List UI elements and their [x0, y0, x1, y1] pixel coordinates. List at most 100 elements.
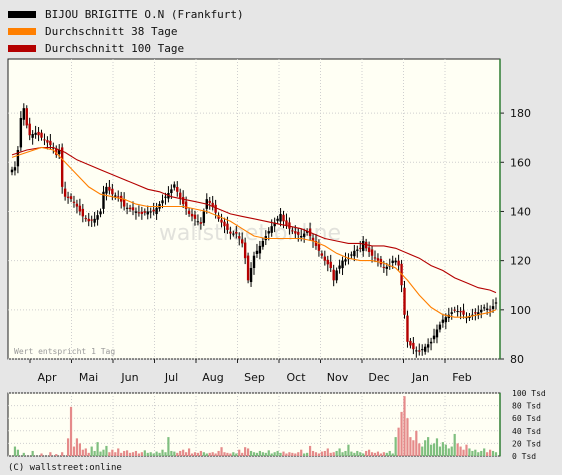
- volume-bar: [391, 453, 394, 456]
- volume-bar: [208, 452, 211, 456]
- volume-bar: [432, 443, 436, 456]
- price-candle: [16, 149, 20, 167]
- price-candle: [297, 231, 300, 235]
- legend-swatch-price: [8, 11, 36, 18]
- price-candle: [435, 329, 439, 338]
- volume-bar: [16, 449, 20, 456]
- price-candle: [69, 196, 73, 200]
- price-candle: [193, 214, 197, 219]
- volume-y-tick-label: 20 Tsd: [512, 439, 541, 448]
- volume-bar: [99, 451, 102, 456]
- volume-y-tick-label: 60 Tsd: [512, 414, 541, 423]
- price-candle: [450, 312, 453, 314]
- price-candle: [240, 239, 244, 244]
- volume-bar: [418, 443, 421, 456]
- volume-bar: [412, 440, 415, 456]
- x-tick-label: Mai: [79, 371, 98, 384]
- volume-bar: [111, 449, 114, 456]
- price-candle: [285, 220, 288, 225]
- price-candle: [317, 244, 321, 251]
- price-candle: [134, 211, 138, 213]
- volume-bar: [400, 411, 403, 456]
- price-candle: [143, 211, 147, 213]
- price-candle: [491, 306, 495, 309]
- price-candle: [214, 204, 217, 213]
- volume-bar: [140, 452, 143, 456]
- volume-bar: [450, 446, 453, 456]
- volume-bar: [84, 448, 87, 456]
- legend-swatch-ma38: [8, 28, 36, 35]
- volume-bar: [182, 449, 185, 456]
- volume-bar: [241, 452, 244, 456]
- price-candle: [243, 242, 247, 259]
- price-candle: [421, 349, 424, 351]
- volume-bar: [152, 453, 155, 456]
- price-candle: [78, 205, 82, 212]
- price-candle: [190, 213, 194, 217]
- x-tick-label: Aug: [202, 371, 223, 384]
- volume-bar: [424, 440, 427, 456]
- price-candle: [152, 209, 155, 212]
- price-candle: [385, 266, 389, 269]
- price-candle: [332, 269, 335, 281]
- price-candle: [229, 231, 232, 234]
- price-candle: [114, 195, 117, 197]
- volume-bar: [308, 445, 312, 456]
- price-candle: [335, 270, 338, 281]
- price-candle: [49, 140, 52, 146]
- price-candle: [220, 219, 223, 223]
- price-candle: [164, 196, 167, 198]
- price-candle: [60, 147, 64, 187]
- volume-bar: [373, 452, 377, 456]
- volume-bar: [406, 418, 409, 456]
- volume-bar: [329, 452, 332, 456]
- volume-bar: [300, 449, 303, 456]
- price-candle: [288, 222, 291, 229]
- price-candle: [84, 218, 87, 220]
- price-candle: [66, 196, 70, 198]
- volume-bar: [320, 451, 323, 456]
- volume-bar: [370, 452, 374, 456]
- price-candle: [40, 132, 43, 138]
- price-candle: [22, 108, 26, 120]
- price-candle: [329, 261, 332, 269]
- volume-bar: [123, 450, 126, 456]
- volume-bar: [488, 449, 492, 456]
- volume-bar: [379, 453, 383, 456]
- price-candle: [474, 312, 477, 314]
- volume-bar: [170, 450, 173, 456]
- volume-bar: [462, 449, 465, 456]
- volume-bar: [223, 452, 226, 456]
- volume-bar: [335, 450, 338, 456]
- price-candle: [406, 315, 409, 342]
- price-candle: [305, 231, 309, 233]
- price-candle: [170, 189, 173, 194]
- volume-bar: [471, 450, 474, 456]
- price-candle: [125, 207, 129, 209]
- volume-bar: [229, 453, 232, 456]
- volume-bar: [176, 452, 179, 456]
- volume-bar: [78, 443, 81, 456]
- volume-bar: [164, 452, 167, 456]
- volume-bar: [276, 450, 279, 456]
- volume-bar: [427, 437, 430, 456]
- y-tick-label: 140: [510, 205, 531, 218]
- volume-bar: [285, 453, 288, 456]
- volume-bar: [137, 453, 141, 456]
- legend-label-ma100: Durchschnitt 100 Tage: [45, 42, 185, 55]
- volume-bar: [347, 444, 350, 456]
- volume-bar: [93, 450, 96, 456]
- price-candle: [108, 186, 111, 191]
- price-candle: [350, 254, 353, 256]
- volume-bar: [367, 449, 371, 456]
- price-candle: [485, 308, 489, 310]
- price-candle: [423, 346, 427, 352]
- volume-bar: [117, 448, 120, 456]
- volume-bar: [441, 442, 444, 456]
- volume-bar: [323, 450, 326, 456]
- price-candle: [46, 140, 49, 143]
- legend-label-price: BIJOU BRIGITTE O.N (Frankfurt): [45, 8, 244, 21]
- volume-bar: [146, 452, 149, 456]
- price-candle: [179, 192, 182, 198]
- price-candle: [429, 341, 433, 344]
